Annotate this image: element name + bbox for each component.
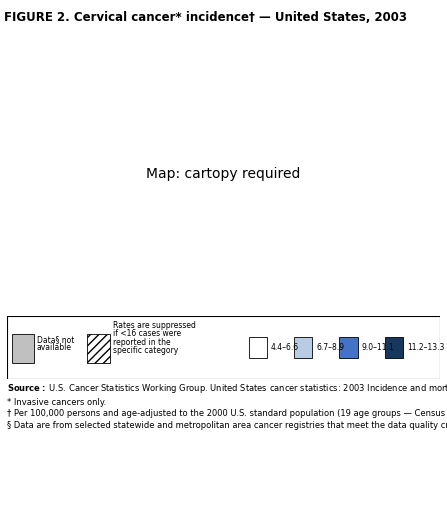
Text: 6.7–8.9: 6.7–8.9 bbox=[316, 343, 344, 352]
Bar bbox=[385, 337, 403, 358]
Text: available: available bbox=[37, 343, 72, 352]
Text: Map: cartopy required: Map: cartopy required bbox=[146, 167, 301, 181]
Bar bbox=[87, 333, 110, 363]
Text: if <16 cases were: if <16 cases were bbox=[113, 329, 181, 338]
Text: 9.0–11.1: 9.0–11.1 bbox=[362, 343, 394, 352]
Text: Data§ not: Data§ not bbox=[37, 335, 74, 344]
Bar bbox=[12, 333, 34, 363]
Text: FIGURE 2. Cervical cancer* incidence† — United States, 2003: FIGURE 2. Cervical cancer* incidence† — … bbox=[4, 11, 408, 24]
Bar bbox=[339, 337, 358, 358]
Text: Rates are suppressed: Rates are suppressed bbox=[113, 321, 195, 330]
Text: specific category: specific category bbox=[113, 346, 178, 355]
Bar bbox=[249, 337, 267, 358]
Bar bbox=[294, 337, 312, 358]
Text: $\bf{Source:}$ U.S. Cancer Statistics Working Group. United States cancer statis: $\bf{Source:}$ U.S. Cancer Statistics Wo… bbox=[7, 382, 447, 430]
Text: 4.4–6.6: 4.4–6.6 bbox=[271, 343, 299, 352]
Text: reported in the: reported in the bbox=[113, 338, 170, 347]
Text: 11.2–13.3: 11.2–13.3 bbox=[407, 343, 444, 352]
